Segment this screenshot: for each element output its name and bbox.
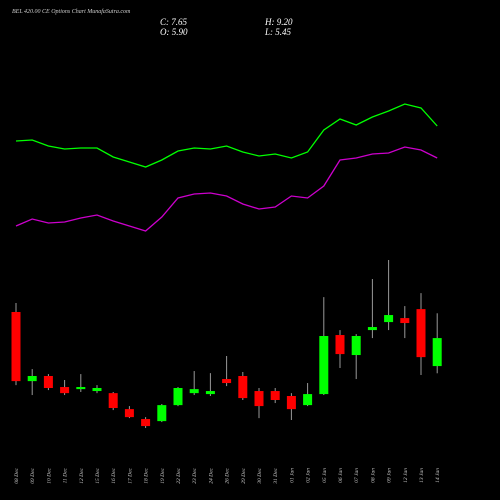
x-tick-label: 02 Jan xyxy=(306,468,312,483)
x-tick-label: 09 Dec xyxy=(30,467,36,483)
x-tick-label: 07 Jan xyxy=(354,468,360,483)
x-tick-label: 16 Dec xyxy=(111,467,117,483)
chart-title: BEL 420.00 CE Options Chart MunafaSutra.… xyxy=(12,8,131,15)
x-tick-label: 05 Jan xyxy=(322,468,328,483)
candle-body xyxy=(432,338,442,367)
x-tick-label: 23 Dec xyxy=(192,467,198,483)
candle-body xyxy=(319,336,329,395)
x-tick-label: 08 Jan xyxy=(370,468,376,483)
candle-body xyxy=(124,409,134,418)
candle-body xyxy=(43,376,53,388)
x-tick-label: 24 Dec xyxy=(207,467,214,483)
low-label: L: 5.45 xyxy=(264,27,292,37)
x-tick-label: 18 Dec xyxy=(144,467,150,483)
x-tick-label: 12 Jan xyxy=(403,468,409,483)
candle-body xyxy=(254,391,264,407)
x-tick-label: 19 Dec xyxy=(160,467,166,483)
x-tick-label: 29 Dec xyxy=(241,467,247,483)
candle-body xyxy=(270,391,280,400)
candle-body xyxy=(238,376,248,399)
candle-body xyxy=(400,318,410,324)
x-tick-label: 12 Dec xyxy=(79,467,85,483)
x-tick-label: 14 Jan xyxy=(434,468,441,483)
x-tick-label: 10 Dec xyxy=(46,467,52,483)
x-tick-label: 11 Dec xyxy=(63,467,69,483)
x-tick-label: 31 Dec xyxy=(273,467,279,484)
candle-body xyxy=(173,388,183,406)
candle-body xyxy=(416,309,426,358)
x-tick-label: 09 Jan xyxy=(387,468,393,483)
indicator-line xyxy=(15,103,438,168)
candle-body xyxy=(60,387,70,394)
x-tick-label: 17 Dec xyxy=(127,467,133,483)
candle-body xyxy=(384,315,394,323)
x-tick-label: 26 Dec xyxy=(225,467,231,483)
candle-body xyxy=(367,327,377,331)
x-tick-label: 13 Jan xyxy=(419,468,425,483)
candle-body xyxy=(189,389,199,394)
close-label: C: 7.65 xyxy=(160,17,188,27)
high-label: H: 9.20 xyxy=(264,17,293,27)
candle-body xyxy=(92,388,102,392)
candle-body xyxy=(286,396,296,410)
x-tick-label: 08 Dec xyxy=(14,467,20,483)
candle-body xyxy=(76,387,86,390)
candle-body xyxy=(157,405,167,422)
candle-body xyxy=(303,394,313,406)
candle-body xyxy=(141,419,151,427)
x-tick-label: 22 Dec xyxy=(176,467,182,483)
open-label: O: 5.90 xyxy=(160,27,188,37)
x-tick-label: 01 Jan xyxy=(289,468,295,483)
candle-body xyxy=(108,393,118,408)
candle-body xyxy=(11,312,21,382)
x-tick-label: 06 Jan xyxy=(338,468,344,483)
candle-body xyxy=(222,379,232,384)
x-tick-label: 15 Dec xyxy=(95,467,101,483)
candle-body xyxy=(27,376,37,382)
candle-body xyxy=(335,335,345,355)
indicator-line xyxy=(15,146,438,232)
x-tick-label: 30 Dec xyxy=(257,467,263,484)
candle-body xyxy=(351,336,361,356)
candle-body xyxy=(205,391,215,395)
